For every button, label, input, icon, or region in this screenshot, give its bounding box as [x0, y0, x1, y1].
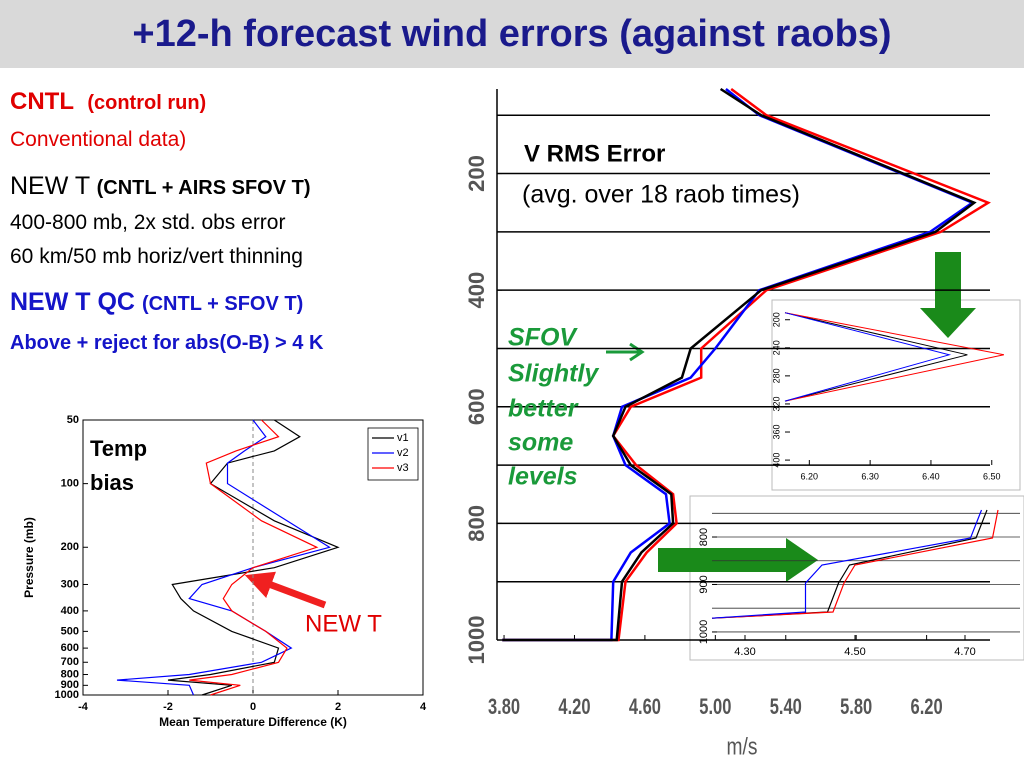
green-arrow: [658, 548, 788, 572]
y-tick-label: 500: [61, 625, 79, 637]
annotation: some: [508, 429, 573, 457]
y-tick-label: 800: [61, 668, 79, 680]
series-line: [711, 509, 999, 619]
note: CNTL (control run): [10, 88, 206, 116]
note-text: (control run): [87, 92, 207, 114]
x-tick-label: 3.80: [488, 695, 520, 720]
y-tick-label: 600: [61, 642, 79, 654]
x-axis-label: m/s: [727, 732, 758, 760]
x-tick-label: 6.50: [983, 471, 1001, 481]
series-line: [502, 87, 977, 642]
note-text: (CNTL + SFOV T): [141, 293, 304, 315]
x-tick-label: 6.20: [801, 471, 819, 481]
y-axis-label: Pressure (mb): [22, 517, 36, 598]
y-tick-label: 280: [771, 368, 781, 383]
note-text: 400-800 mb, 2x std. obs error: [10, 211, 286, 234]
legend-label: v3: [397, 462, 409, 474]
green-arrow: [920, 308, 976, 338]
green-arrow: [935, 252, 961, 310]
annotation: Temp: [90, 436, 147, 461]
series-line: [784, 312, 1005, 402]
note-text: NEW T: [10, 172, 90, 200]
x-tick-label: 4.60: [629, 695, 661, 720]
inset-frame: [689, 495, 1024, 661]
x-tick-label: 0: [250, 701, 256, 713]
series-line: [502, 88, 976, 642]
y-tick-label: 300: [61, 578, 79, 590]
annotation: bias: [90, 470, 134, 495]
series-line: [711, 509, 983, 619]
x-tick-label: 4.20: [558, 695, 590, 720]
x-tick-label: 6.40: [922, 471, 940, 481]
header: +12-h forecast wind errors (against raob…: [0, 0, 1024, 68]
x-tick-label: 6.20: [911, 695, 943, 720]
annotation: Slightly: [508, 360, 599, 388]
y-tick-label: 400: [464, 272, 489, 309]
y-tick-label: 240: [771, 340, 781, 355]
legend-label: v2: [397, 447, 409, 459]
y-tick-label: 200: [464, 155, 489, 192]
note: NEW T QC (CNTL + SFOV T): [10, 288, 303, 317]
y-tick-label: 200: [771, 312, 781, 327]
green-arrow: [786, 538, 818, 582]
note-text: NEW T QC: [10, 288, 135, 316]
note-text: CNTL: [10, 88, 74, 115]
x-tick-label: -4: [78, 701, 89, 713]
y-tick-label: 400: [771, 453, 781, 468]
legend-box: [367, 427, 419, 481]
x-tick-label: 4.30: [734, 646, 755, 658]
annotation: (avg. over 18 raob times): [522, 181, 800, 209]
x-tick-label: 5.00: [699, 695, 731, 720]
sfov-arrow: [606, 342, 645, 362]
y-tick-label: 800: [698, 528, 710, 546]
x-axis-label: Mean Temperature Difference (K): [159, 715, 347, 729]
y-tick-label: 700: [61, 656, 79, 668]
note-text: (CNTL + AIRS SFOV T): [96, 177, 311, 199]
x-tick-label: 4: [420, 701, 427, 713]
y-tick-label: 1000: [698, 620, 710, 644]
series-line: [502, 87, 991, 642]
series-line: [784, 312, 952, 402]
note-text: 60 km/50 mb horiz/vert thinning: [10, 245, 303, 268]
x-tick-label: -2: [163, 701, 173, 713]
y-tick-label: 800: [464, 505, 489, 542]
annotation: better: [508, 395, 579, 423]
x-tick-label: 5.80: [840, 695, 872, 720]
y-tick-label: 900: [61, 679, 79, 691]
series-line: [167, 419, 340, 696]
y-tick-label: 320: [771, 396, 781, 411]
red-arrow: [244, 571, 327, 609]
x-tick-label: 6.30: [861, 471, 879, 481]
y-tick-label: 50: [67, 414, 79, 426]
annotation: V RMS Error: [524, 140, 665, 167]
slide-title: +12-h forecast wind errors (against raob…: [132, 13, 892, 55]
x-tick-label: 2: [335, 701, 341, 713]
y-tick-label: 1000: [55, 689, 79, 701]
series-line: [116, 419, 331, 696]
y-tick-label: 100: [61, 478, 79, 490]
annotation: levels: [508, 463, 578, 491]
series-line: [784, 312, 968, 402]
series-line: [189, 419, 319, 696]
x-tick-label: 5.40: [770, 695, 802, 720]
y-tick-label: 600: [464, 388, 489, 425]
annotation: SFOV: [508, 324, 578, 352]
x-tick-label: 4.70: [954, 646, 975, 658]
legend-label: v1: [397, 432, 409, 444]
note-text: Conventional data): [10, 128, 187, 151]
x-tick-label: 4.50: [844, 646, 865, 658]
y-tick-label: 360: [771, 425, 781, 440]
annotation: NEW T: [305, 610, 382, 637]
y-tick-label: 200: [61, 541, 79, 553]
note-text: Above + reject for abs(O-B) > 4 K: [10, 332, 324, 354]
y-tick-label: 900: [698, 575, 710, 593]
y-tick-label: 400: [61, 605, 79, 617]
note: NEW T (CNTL + AIRS SFOV T): [10, 172, 311, 201]
y-tick-label: 1000: [464, 616, 489, 665]
